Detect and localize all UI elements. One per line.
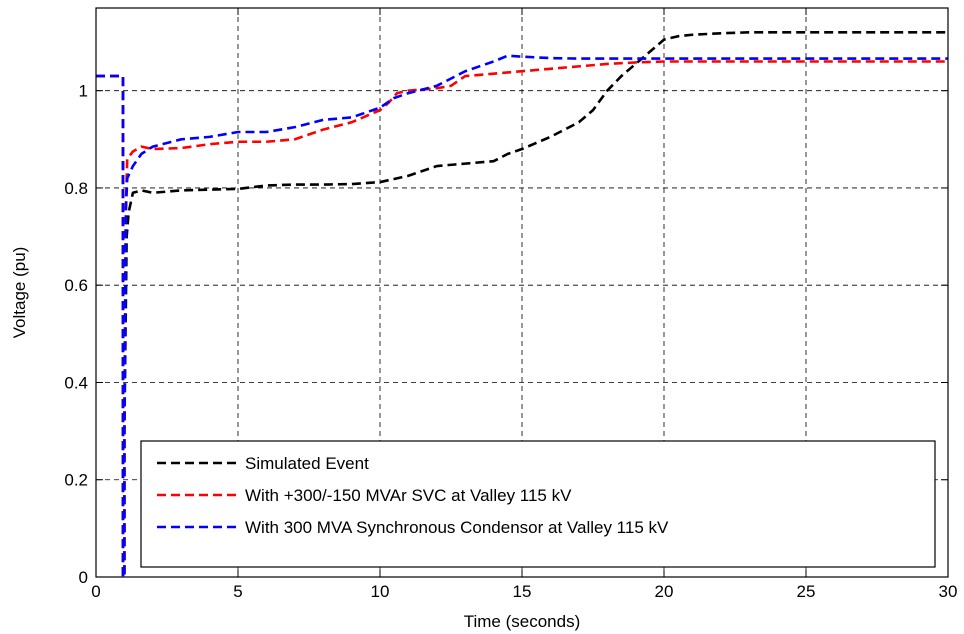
y-tick-label-0: 0 xyxy=(79,568,88,587)
legend-label-simulated-event: Simulated Event xyxy=(245,454,369,473)
x-tick-label-10: 10 xyxy=(371,582,390,601)
x-tick-label-0: 0 xyxy=(91,582,100,601)
y-tick-label-0-2: 0.2 xyxy=(64,471,88,490)
x-axis-label: Time (seconds) xyxy=(464,612,581,631)
y-axis-label: Voltage (pu) xyxy=(10,247,29,339)
legend-label-synchronous-condensor: With 300 MVA Synchronous Condensor at Va… xyxy=(245,518,669,537)
x-tick-label-5: 5 xyxy=(233,582,242,601)
axis-ticks: 0 5 10 15 20 25 30 0 0.2 0.4 0.6 0.8 1 xyxy=(64,8,957,601)
x-tick-label-20: 20 xyxy=(655,582,674,601)
series-group xyxy=(96,31,948,579)
series-line-synchronous-condensor xyxy=(96,54,948,579)
legend-entry-svc: With +300/-150 MVAr SVC at Valley 115 kV xyxy=(157,486,572,505)
y-tick-label-0-6: 0.6 xyxy=(64,276,88,295)
y-tick-label-1: 1 xyxy=(79,82,88,101)
legend: Simulated Event With +300/-150 MVAr SVC … xyxy=(140,440,936,568)
legend-label-svc: With +300/-150 MVAr SVC at Valley 115 kV xyxy=(245,486,572,505)
y-tick-label-0-4: 0.4 xyxy=(64,373,88,392)
legend-entry-synchronous-condensor: With 300 MVA Synchronous Condensor at Va… xyxy=(157,518,669,537)
x-tick-label-25: 25 xyxy=(797,582,816,601)
legend-box xyxy=(140,440,936,568)
legend-entry-simulated-event: Simulated Event xyxy=(157,454,369,473)
y-tick-label-0-8: 0.8 xyxy=(64,179,88,198)
series-line-simulated-event xyxy=(96,31,948,579)
x-tick-label-30: 30 xyxy=(939,582,958,601)
x-tick-label-15: 15 xyxy=(513,582,532,601)
